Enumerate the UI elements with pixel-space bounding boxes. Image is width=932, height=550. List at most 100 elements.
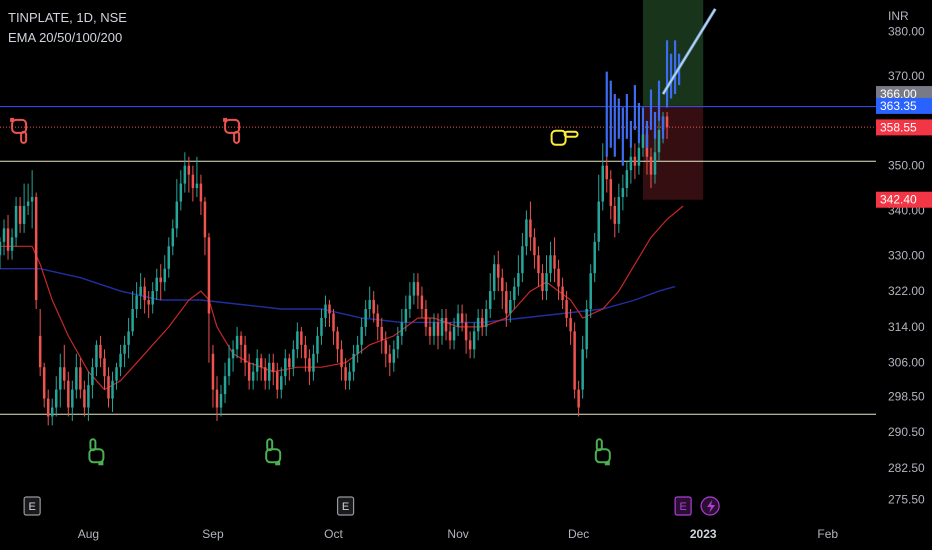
candle [444,309,448,341]
trend-arrow-highlight [662,8,716,95]
candle [657,120,661,162]
hand-pointing-down-icon[interactable] [10,117,28,144]
candle-body [10,237,14,251]
candle-body [111,380,114,399]
candle-body [509,300,512,314]
candle [211,344,215,408]
candle-body [2,228,6,242]
candle [597,174,600,251]
candle-body [75,367,78,390]
hand-pointing-up-icon[interactable] [265,438,282,466]
candle [589,264,592,318]
candle [392,340,396,372]
candle-body [665,116,669,128]
candle [412,273,416,305]
candle [59,353,62,408]
candle-body [605,165,609,180]
hand-palm [224,118,241,134]
candle-body [625,170,629,189]
candle [416,273,420,309]
candle-body [444,317,448,332]
candle-body [79,367,82,390]
candle-body [199,183,203,202]
symbol-title[interactable]: TINPLATE, 1D, NSE [8,10,127,25]
candle-body [609,179,613,206]
earnings-event-badge[interactable]: E [674,496,692,516]
candle-body [55,389,58,408]
candle [63,344,66,390]
candle [203,197,207,256]
candle [38,309,42,377]
candle [460,304,464,332]
candle-body [328,304,331,314]
candle [300,326,303,359]
candle [617,183,621,233]
candle [464,313,468,354]
candle [95,340,98,377]
price-label: 363.35 [876,97,932,114]
y-tick-label: 306.00 [888,356,925,370]
candle-body [657,129,661,153]
candle-body [42,367,46,399]
candle-body [505,291,508,314]
candle [195,156,199,198]
candle-body [436,322,440,336]
candle [320,309,323,345]
candle-body [14,206,18,238]
hand-pointing-down-icon[interactable] [223,117,241,144]
candle [368,286,371,318]
candle-body [304,344,307,359]
candle-body [340,349,343,368]
candle-body [629,156,633,171]
candle-body [480,317,484,327]
candle-body [219,394,223,408]
event-label: E [28,501,35,513]
earnings-event-badge[interactable]: E [336,496,355,516]
y-tick-label: 380.00 [888,24,925,38]
candle [143,277,146,314]
candle-body [589,273,592,309]
candle [79,358,82,399]
lightning-icon[interactable] [700,496,720,516]
candle-body [617,197,621,224]
candle-body [167,246,171,269]
hand-pointing-up-icon[interactable] [594,438,611,466]
hand-palm [594,448,611,464]
candle [577,380,580,417]
candle [223,362,227,404]
candle-body [476,317,480,332]
hand-finger [563,130,579,138]
candle [139,273,142,309]
hand-cuff [275,461,281,466]
candle-body [18,206,22,224]
candle-body [601,165,604,202]
candle [565,291,568,327]
candle [163,255,166,292]
earnings-event-badge[interactable]: E [23,496,41,516]
candle-body [123,344,126,354]
x-tick-label: Aug [78,527,99,541]
hand-pointing-right-icon[interactable] [550,129,579,146]
candle [505,282,508,327]
candle [573,322,576,399]
candle [34,192,38,309]
hand-pointing-up-icon[interactable] [88,438,105,466]
candle-body [187,165,191,175]
candle-body [163,268,166,283]
candle-body [135,295,138,309]
candle [340,340,343,381]
candle-body [416,282,420,296]
candle [488,273,492,318]
candle [328,300,331,327]
candle [235,326,239,359]
price-label-text: 363.35 [880,99,917,113]
candle [380,317,383,354]
candle-body [195,183,199,189]
candle-body [545,273,548,292]
candle [352,344,355,381]
candle [296,322,299,359]
hand-finger [266,438,274,452]
indicator-legend[interactable]: EMA 20/50/100/200 [8,30,123,45]
candle-body [484,309,488,327]
